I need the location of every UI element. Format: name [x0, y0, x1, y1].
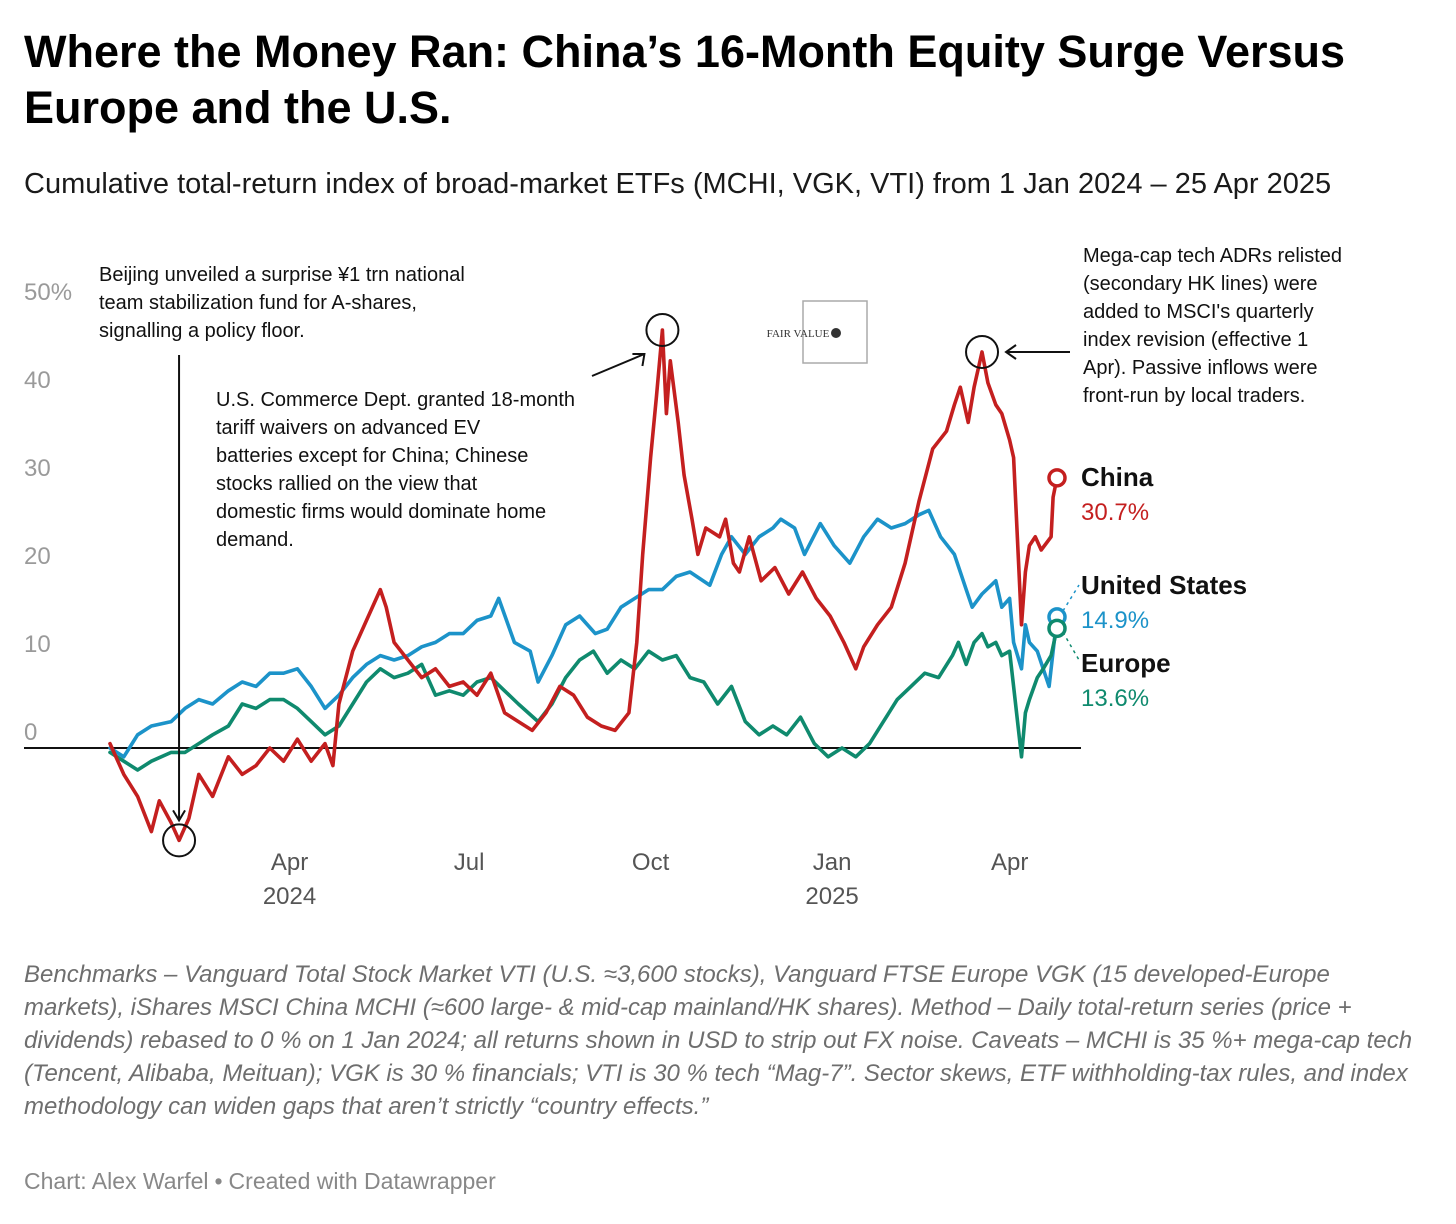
chart-title: Where the Money Ran: China’s 16-Month Eq…	[24, 26, 1346, 133]
y-tick-label: 40	[24, 367, 51, 394]
y-axis: 0 10 20 30 40 50%	[24, 279, 1081, 749]
watermark-logo-icon	[831, 328, 841, 338]
series-line-europe	[108, 626, 1059, 772]
annotation-layer: Beijing unveiled a surprise ¥1 trn natio…	[99, 245, 1342, 858]
annotation-text-tariff-waivers: U.S. Commerce Dept. granted 18-month tari…	[216, 389, 575, 551]
arrowhead-icon	[1004, 344, 1017, 360]
x-tick-year-label: 2024	[263, 883, 316, 910]
y-tick-label: 0	[24, 719, 37, 746]
annotation-circle-stabilization-fund	[162, 823, 197, 858]
series-line-united-states	[108, 508, 1059, 759]
label-leader-europe	[1062, 631, 1080, 661]
y-tick-label: 10	[24, 631, 51, 658]
series-name-united-states: United States	[1081, 570, 1247, 600]
credit-separator: •	[214, 1168, 223, 1194]
annotation-circle-tariff-waivers	[645, 313, 680, 347]
series-layer	[108, 328, 1059, 843]
series-value-europe: 13.6%	[1081, 685, 1149, 712]
annotation-arrow-tariff-waivers	[591, 353, 645, 377]
y-tick-label: 50%	[24, 279, 72, 306]
credit-author: Chart: Alex Warfel	[24, 1168, 209, 1194]
annotation-circle-msci-revision	[965, 335, 1000, 369]
end-marker-europe	[1047, 618, 1067, 639]
series-name-europe: Europe	[1081, 648, 1171, 678]
x-tick-label: Apr	[271, 849, 308, 876]
credit-tool: Created with Datawrapper	[228, 1168, 496, 1194]
series-value-united-states: 14.9%	[1081, 607, 1149, 634]
series-value-china: 30.7%	[1081, 499, 1149, 526]
arrowhead-icon	[172, 809, 186, 823]
end-marker-china	[1047, 468, 1067, 488]
chart-credit: Chart: Alex Warfel • Created with Datawrap…	[24, 1168, 496, 1195]
annotation-text-stabilization-fund: Beijing unveiled a surprise ¥1 trn natio…	[99, 264, 465, 342]
x-axis: Apr 2024 Jul Oct Jan 2025 Apr	[263, 849, 1028, 910]
annotation-text-msci-revision: Mega-cap tech ADRs relisted (secondary HK…	[1083, 245, 1342, 407]
watermark-text: FAIR VALUE	[767, 328, 830, 340]
x-tick-label: Jan	[813, 849, 852, 876]
series-line-china	[108, 328, 1059, 843]
series-label-layer: China 30.7% United States 14.9% Europe 13.6%	[1047, 462, 1247, 712]
x-tick-year-label: 2025	[805, 883, 858, 910]
x-tick-label: Oct	[632, 849, 670, 876]
line-chart: 0 10 20 30 40 50% Apr 2024 Jul Oct Jan 2025 Apr FAI…	[24, 245, 1342, 910]
series-name-china: China	[1081, 462, 1154, 492]
fair-value-watermark: FAIR VALUE	[767, 300, 868, 364]
y-tick-label: 30	[24, 455, 51, 482]
label-leader-united-states	[1062, 584, 1080, 612]
x-tick-label: Apr	[991, 849, 1028, 876]
arrowhead-icon	[632, 353, 646, 367]
chart-notes: Benchmarks – Vanguard Total Stock Market…	[24, 961, 1413, 1120]
x-tick-label: Jul	[454, 849, 485, 876]
chart-subtitle: Cumulative total-return index of broad-m…	[24, 168, 1332, 200]
y-tick-label: 20	[24, 543, 51, 570]
